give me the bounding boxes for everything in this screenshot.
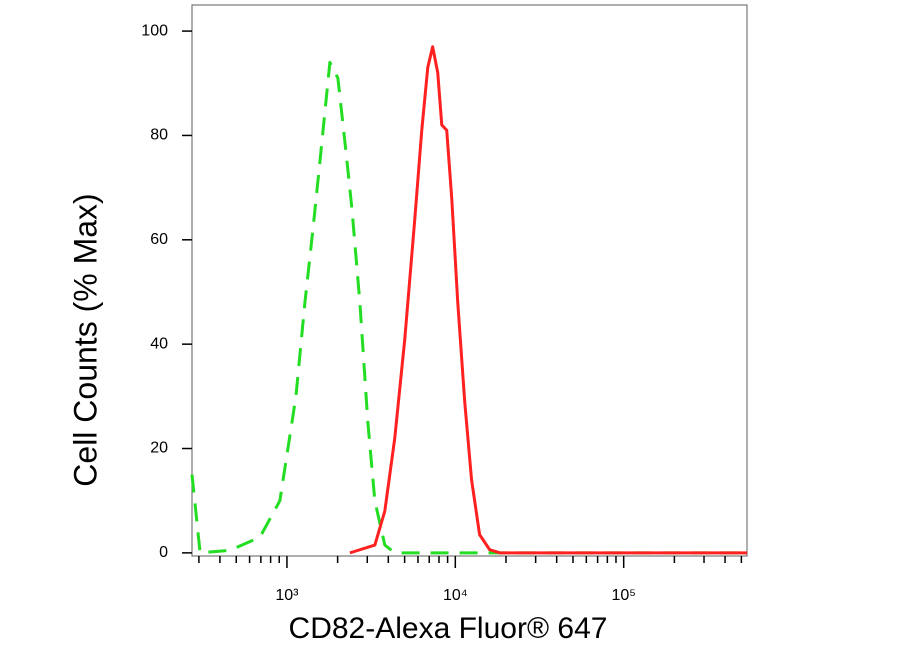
histogram-line <box>349 45 747 555</box>
x-tick-label: 10⁴ <box>443 587 468 604</box>
y-tick-label: 0 <box>159 544 168 561</box>
y-tick-label: 80 <box>150 127 168 144</box>
y-tick-label: 20 <box>150 440 168 457</box>
x-axis-label: CD82-Alexa Fluor® 647 <box>289 612 608 645</box>
y-tick-label: 40 <box>150 335 168 352</box>
plot-frame <box>191 4 748 557</box>
histogram-line <box>190 60 747 555</box>
y-axis-label: Cell Counts (% Max) <box>67 193 103 486</box>
y-tick-label: 60 <box>150 231 168 248</box>
x-tick-label: 10⁵ <box>611 587 635 604</box>
x-tick-label: 10³ <box>275 587 299 604</box>
y-tick-label: 100 <box>141 22 168 39</box>
